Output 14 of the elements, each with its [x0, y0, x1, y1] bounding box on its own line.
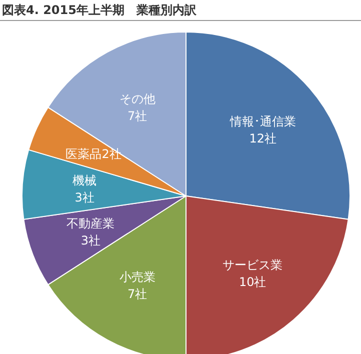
data-label: 7社	[127, 287, 148, 302]
data-label: 12社	[249, 131, 276, 146]
data-label: 10社	[238, 274, 266, 289]
slice-label: 小売業	[119, 270, 156, 284]
chart-title: 図表4. 2015年上半期 業種別内訳	[0, 0, 361, 21]
data-label: 3社	[80, 234, 101, 248]
slice-label: 機械	[72, 174, 97, 188]
data-label: 3社	[74, 190, 94, 205]
slice-label: サービス業	[222, 258, 283, 272]
data-label: 7社	[127, 108, 148, 123]
slice-label: 医薬品2社	[66, 146, 122, 161]
slice-label: その他	[119, 92, 156, 106]
slice-label: 不動産業	[66, 216, 115, 231]
slice-label: 情報･通信業	[228, 114, 296, 128]
